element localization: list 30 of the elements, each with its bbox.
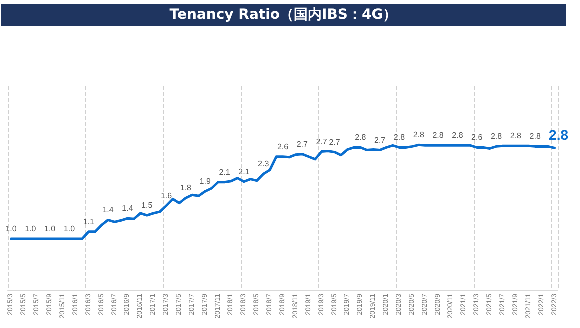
data-label: 1.0 xyxy=(25,224,37,234)
data-label: 2.8 xyxy=(549,127,569,144)
data-label: 2.8 xyxy=(355,133,367,142)
data-label: 1.1 xyxy=(83,217,95,226)
data-label: 2.3 xyxy=(258,160,270,169)
data-label: 1.0 xyxy=(44,224,56,234)
data-label: 1.6 xyxy=(160,191,173,200)
data-label: 2.8 xyxy=(432,131,444,140)
data-label: 2.8 xyxy=(490,132,503,142)
data-label: 2.8 xyxy=(530,132,542,142)
data-label: 1.0 xyxy=(64,224,76,234)
data-label: 2.6 xyxy=(277,142,290,152)
data-label: 2.8 xyxy=(452,131,464,140)
data-label: 1.8 xyxy=(180,184,192,193)
data-label: 2.7 xyxy=(329,138,341,147)
data-label: 2.8 xyxy=(394,133,406,142)
data-label: 2.7 xyxy=(316,137,328,146)
data-label: 2.1 xyxy=(238,167,250,176)
data-label: 2.8 xyxy=(413,130,425,140)
data-label: 1.5 xyxy=(142,201,154,210)
data-label: 2.7 xyxy=(374,136,386,145)
data-label: 2.1 xyxy=(219,168,231,177)
data-label: 2.7 xyxy=(296,140,309,149)
data-label: 1.4 xyxy=(102,206,114,215)
data-label: 2.8 xyxy=(510,132,522,141)
annotation: 2.6 xyxy=(472,133,484,142)
data-label: 1.9 xyxy=(200,177,212,186)
data-label: 1.0 xyxy=(6,224,18,234)
data-label: 1.4 xyxy=(122,204,134,214)
chart-title: Tenancy Ratio（国内IBS：4G） xyxy=(1,4,566,26)
